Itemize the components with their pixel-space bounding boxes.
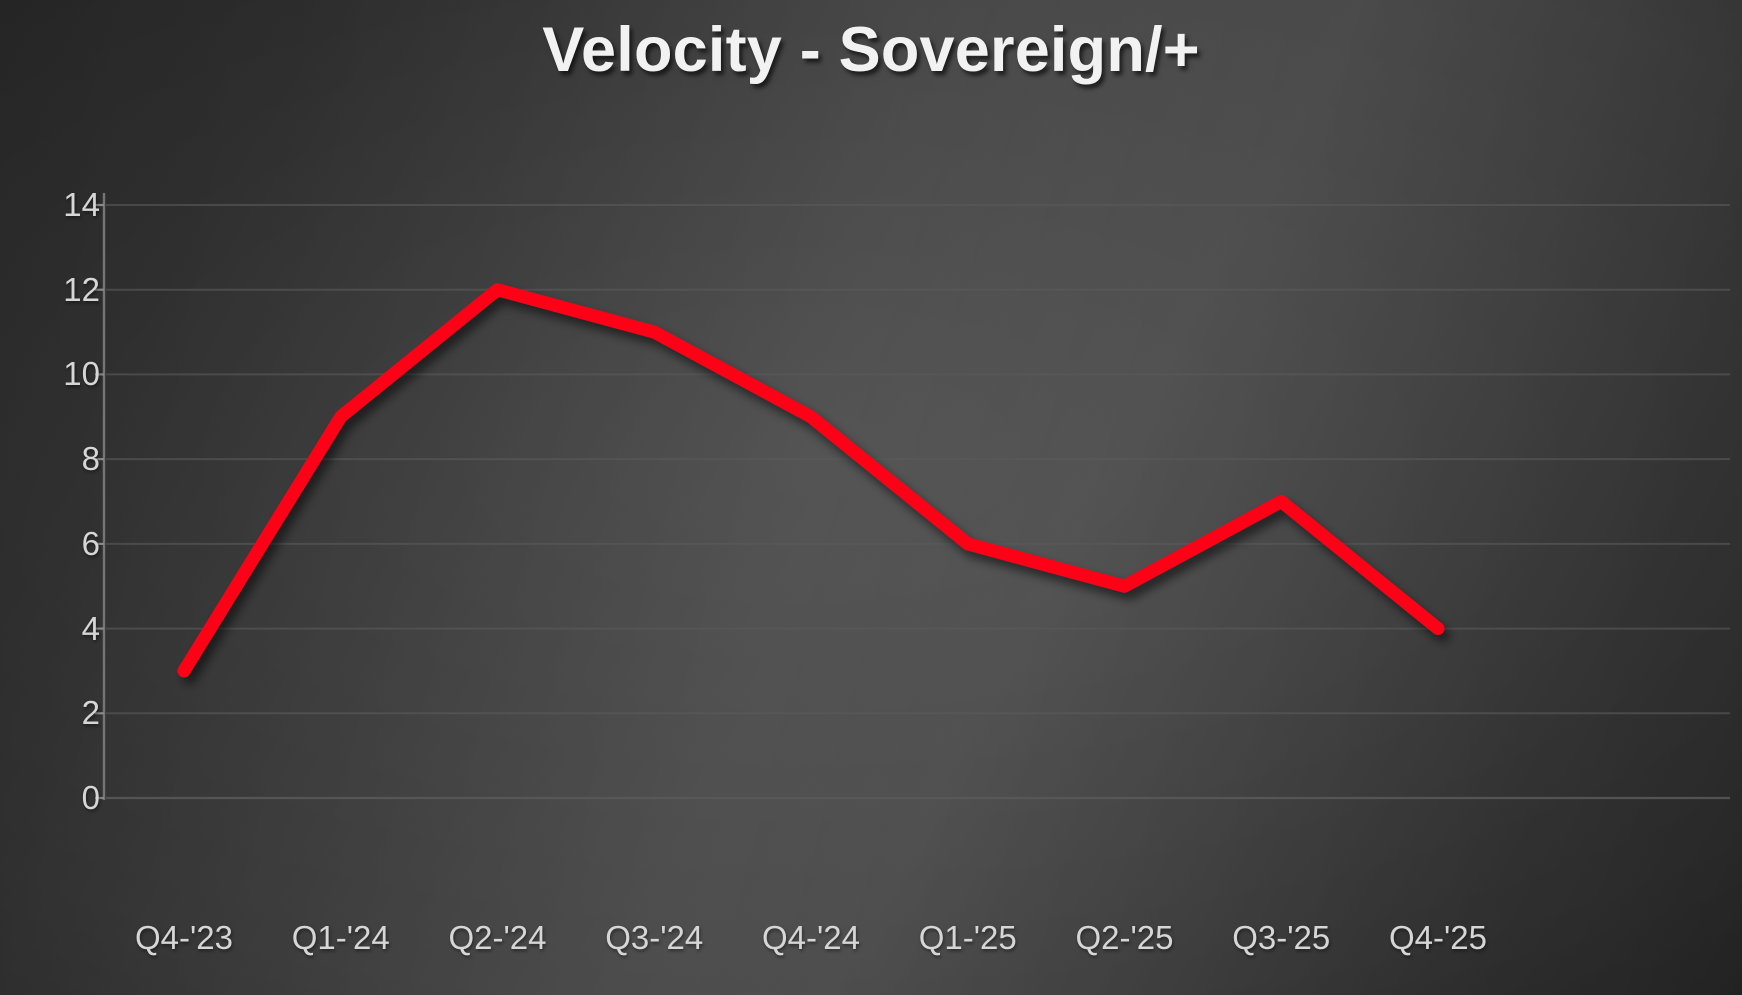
y-axis-tick-label: 2 xyxy=(81,694,100,732)
y-axis-tick-labels: 0 2 4 6 8 10 12 14 xyxy=(0,0,100,995)
y-axis-tick-label: 6 xyxy=(81,524,100,562)
x-axis-tick-label: Q1-'24 xyxy=(291,919,390,956)
x-axis-tick-label: Q3-'24 xyxy=(605,919,704,956)
x-axis-tick-label: Q2-'24 xyxy=(448,919,547,956)
y-axis-tick-label: 8 xyxy=(81,440,100,478)
y-axis-tick-label: 0 xyxy=(81,779,100,816)
x-axis-tick-label: Q1-'25 xyxy=(918,919,1017,956)
series-line xyxy=(177,283,1445,678)
x-axis-tick-label: Q4-'24 xyxy=(761,919,861,956)
chart-title: Velocity - Sovereign/+ xyxy=(542,15,1200,85)
y-axis-tick-label: 14 xyxy=(63,186,100,223)
x-axis-tick-label: Q4-'23 xyxy=(134,919,234,956)
y-axis-tick-label: 12 xyxy=(63,270,100,308)
y-axis-tick-label: 10 xyxy=(63,355,100,393)
y-axis-tick-label: 4 xyxy=(81,609,100,647)
axis-group xyxy=(95,193,106,800)
x-axis-tick-label: Q3-'25 xyxy=(1232,919,1331,956)
x-axis-tick-label: Q2-'25 xyxy=(1075,919,1174,956)
gridline-group xyxy=(106,204,1730,800)
x-axis-tick-label: Q4-'25 xyxy=(1388,919,1488,956)
data-series-group xyxy=(177,283,1445,678)
